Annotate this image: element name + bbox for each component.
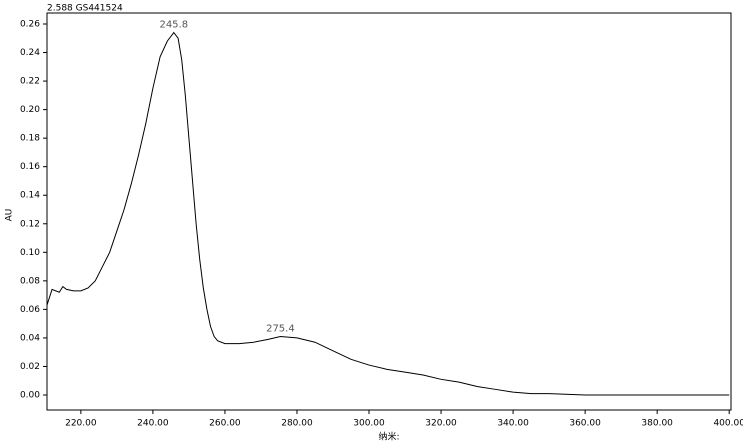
x-tick-label: 280.00 xyxy=(281,419,313,429)
y-tick-label: 0.16 xyxy=(20,162,40,172)
x-tick-label: 220.00 xyxy=(65,419,97,429)
y-tick-label: 0.08 xyxy=(20,276,40,286)
y-tick-label: 0.26 xyxy=(20,19,40,29)
x-tick-label: 320.00 xyxy=(425,419,457,429)
x-axis-label: 纳米: xyxy=(378,431,399,443)
y-tick-label: 0.14 xyxy=(20,191,40,201)
peak-label: 275.4 xyxy=(266,324,295,335)
y-tick-label: 0.04 xyxy=(20,333,40,343)
x-tick-label: 300.00 xyxy=(353,419,385,429)
x-tick-label: 400.00 xyxy=(713,419,743,429)
y-tick-label: 0.18 xyxy=(20,134,40,144)
x-tick-label: 260.00 xyxy=(209,419,241,429)
y-tick-label: 0.22 xyxy=(20,77,40,87)
peak-label: 245.8 xyxy=(159,20,188,31)
x-tick-label: 360.00 xyxy=(569,419,601,429)
y-tick-label: 0.00 xyxy=(20,391,40,401)
y-tick-label: 0.20 xyxy=(20,105,40,115)
y-tick-label: 0.10 xyxy=(20,248,40,258)
spectrum-line xyxy=(46,31,730,396)
x-tick-label: 380.00 xyxy=(641,419,673,429)
y-tick-label: 0.12 xyxy=(20,219,40,229)
y-tick-label: 0.24 xyxy=(20,48,40,58)
x-tick-label: 340.00 xyxy=(497,419,529,429)
chart-title: 2.588 GS441524 xyxy=(47,4,123,14)
y-tick-label: 0.06 xyxy=(20,305,40,315)
x-tick-label: 240.00 xyxy=(137,419,169,429)
plot-frame xyxy=(46,12,732,411)
y-axis-label: AU xyxy=(5,209,15,222)
y-tick-label: 0.02 xyxy=(20,362,40,372)
